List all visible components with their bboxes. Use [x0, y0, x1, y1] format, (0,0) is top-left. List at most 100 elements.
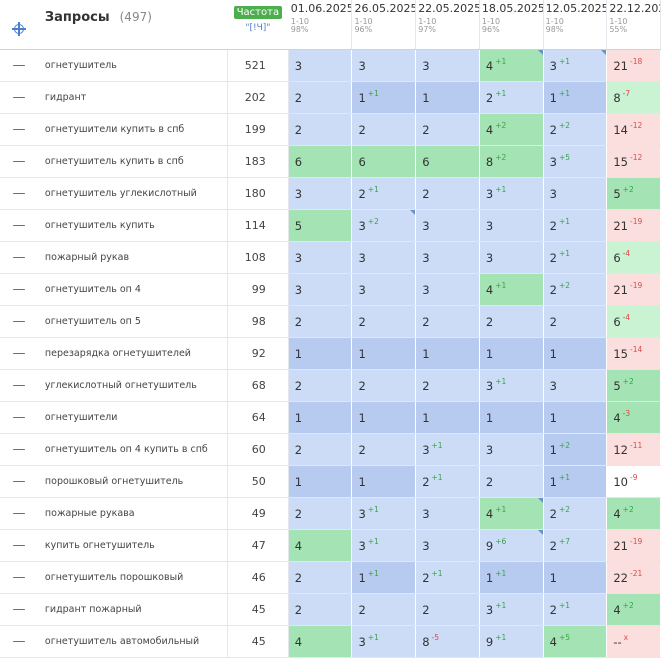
position-cell[interactable]: 2: [415, 177, 480, 210]
frequency-badge[interactable]: Частота: [233, 6, 283, 19]
minus-icon[interactable]: —: [12, 378, 26, 393]
position-cell[interactable]: 2: [415, 305, 480, 338]
position-cell[interactable]: 2 +1: [543, 209, 608, 242]
position-cell[interactable]: 2 +1: [351, 177, 417, 210]
minus-icon[interactable]: —: [12, 538, 26, 553]
position-cell[interactable]: 3: [415, 273, 480, 306]
position-cell[interactable]: 4 +2: [606, 593, 661, 626]
position-cell[interactable]: 21 -19: [606, 273, 661, 306]
position-cell[interactable]: 2 +1: [415, 465, 480, 498]
position-cell[interactable]: 3: [415, 49, 480, 82]
minus-icon[interactable]: —: [12, 474, 26, 489]
minus-icon[interactable]: —: [12, 570, 26, 585]
position-cell[interactable]: 2: [288, 369, 353, 402]
date-header[interactable]: 01.06.2025 1-10 98%: [288, 0, 353, 50]
minus-icon[interactable]: —: [12, 218, 26, 233]
position-cell[interactable]: 4 +2: [606, 497, 661, 530]
position-cell[interactable]: 2: [415, 369, 480, 402]
remove-row-cell[interactable]: —: [0, 305, 39, 338]
position-cell[interactable]: 3: [543, 369, 608, 402]
minus-icon[interactable]: —: [12, 186, 26, 201]
position-cell[interactable]: 2: [415, 593, 480, 626]
position-cell[interactable]: 2 +1: [479, 81, 544, 114]
position-cell[interactable]: 3 +1: [543, 49, 608, 82]
position-cell[interactable]: 3 +1: [479, 369, 544, 402]
position-cell[interactable]: 3: [288, 177, 353, 210]
minus-icon[interactable]: —: [12, 58, 26, 73]
table-row[interactable]: — огнетушитель углекислотный 180 3 2 +1 2 3 +1 3 5…: [0, 177, 661, 210]
remove-row-cell[interactable]: —: [0, 593, 39, 626]
position-cell[interactable]: 4 +2: [479, 113, 544, 146]
remove-row-cell[interactable]: —: [0, 81, 39, 114]
position-cell[interactable]: 1: [288, 401, 353, 434]
position-cell[interactable]: 1 +1: [543, 81, 608, 114]
position-cell[interactable]: 5 +2: [606, 177, 661, 210]
position-cell[interactable]: 1 +1: [543, 465, 608, 498]
position-cell[interactable]: 4 -3: [606, 401, 661, 434]
position-cell[interactable]: 21 -18: [606, 49, 661, 82]
minus-icon[interactable]: —: [12, 314, 26, 329]
position-cell[interactable]: 3 +1: [479, 177, 544, 210]
position-cell[interactable]: 2: [351, 305, 417, 338]
position-cell[interactable]: 2 +2: [543, 273, 608, 306]
query-text[interactable]: гидрант: [37, 81, 229, 114]
position-cell[interactable]: 3 +1: [479, 593, 544, 626]
query-text[interactable]: огнетушитель углекислотный: [37, 177, 229, 210]
query-text[interactable]: огнетушитель порошковый: [37, 561, 229, 594]
position-cell[interactable]: 6 -4: [606, 241, 661, 274]
position-cell[interactable]: 21 -19: [606, 529, 661, 562]
target-icon-cell[interactable]: [0, 0, 39, 50]
minus-icon[interactable]: —: [12, 154, 26, 169]
query-text[interactable]: углекислотный огнетушитель: [37, 369, 229, 402]
minus-icon[interactable]: —: [12, 442, 26, 457]
position-cell[interactable]: 2: [415, 113, 480, 146]
position-cell[interactable]: 8 +2: [479, 145, 544, 178]
remove-row-cell[interactable]: —: [0, 49, 39, 82]
remove-row-cell[interactable]: —: [0, 241, 39, 274]
position-cell[interactable]: 1: [351, 465, 417, 498]
query-text[interactable]: гидрант пожарный: [37, 593, 229, 626]
remove-row-cell[interactable]: —: [0, 401, 39, 434]
position-cell[interactable]: 1: [479, 401, 544, 434]
date-header[interactable]: 26.05.2025 1-10 96%: [351, 0, 417, 50]
query-text[interactable]: купить огнетушитель: [37, 529, 229, 562]
position-cell[interactable]: 9 +6: [479, 529, 544, 562]
position-cell[interactable]: 1: [479, 337, 544, 370]
minus-icon[interactable]: —: [12, 250, 26, 265]
remove-row-cell[interactable]: —: [0, 465, 39, 498]
position-cell[interactable]: 8 -7: [606, 81, 661, 114]
crosshair-icon[interactable]: [11, 21, 26, 36]
position-cell[interactable]: 2 +1: [543, 241, 608, 274]
position-cell[interactable]: 3: [288, 49, 353, 82]
position-cell[interactable]: 14 -12: [606, 113, 661, 146]
position-cell[interactable]: 3: [543, 177, 608, 210]
position-cell[interactable]: 3 +5: [543, 145, 608, 178]
table-row[interactable]: — огнетушитель оп 5 98 2 2 2 2 2 6 -4: [0, 305, 661, 338]
remove-row-cell[interactable]: —: [0, 529, 39, 562]
query-text[interactable]: огнетушитель оп 4: [37, 273, 229, 306]
query-text[interactable]: пожарные рукава: [37, 497, 229, 530]
position-cell[interactable]: 2: [351, 593, 417, 626]
position-cell[interactable]: 10 -9: [606, 465, 661, 498]
position-cell[interactable]: 1: [543, 337, 608, 370]
minus-icon[interactable]: —: [12, 346, 26, 361]
position-cell[interactable]: 2: [288, 113, 353, 146]
position-cell[interactable]: 3: [288, 241, 353, 274]
position-cell[interactable]: 3: [479, 433, 544, 466]
position-cell[interactable]: 3: [415, 497, 480, 530]
position-cell[interactable]: 3: [288, 273, 353, 306]
position-cell[interactable]: 1 +1: [351, 561, 417, 594]
table-row[interactable]: — огнетушитель 521 3 3 3 4 +1 3 +1 21 -18: [0, 49, 661, 82]
position-cell[interactable]: 2: [288, 561, 353, 594]
position-cell[interactable]: 1: [288, 337, 353, 370]
position-cell[interactable]: 4 +1: [479, 273, 544, 306]
position-cell[interactable]: 1: [543, 561, 608, 594]
position-cell[interactable]: 6: [351, 145, 417, 178]
position-cell[interactable]: 3: [415, 209, 480, 242]
position-cell[interactable]: 3: [415, 241, 480, 274]
position-cell[interactable]: 2: [351, 113, 417, 146]
position-cell[interactable]: 3 +2: [351, 209, 417, 242]
position-cell[interactable]: 3: [479, 209, 544, 242]
table-row[interactable]: — гидрант пожарный 45 2 2 2 3 +1 2 +1 4 +2: [0, 593, 661, 626]
position-cell[interactable]: 1: [415, 81, 480, 114]
